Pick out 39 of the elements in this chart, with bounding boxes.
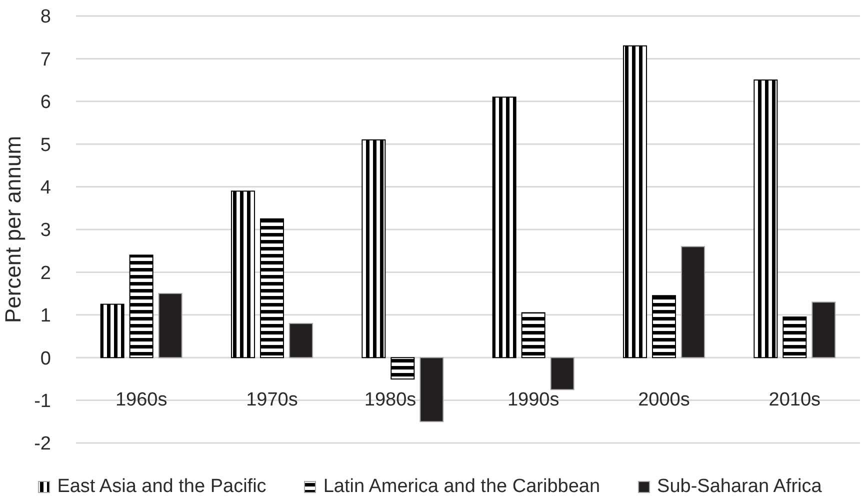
- bar: [782, 316, 807, 358]
- bar: [680, 246, 705, 358]
- y-tick-label: 2: [40, 262, 51, 284]
- y-tick-label: -1: [34, 391, 51, 412]
- bar: [230, 190, 255, 358]
- x-tick-label: 1970s: [246, 390, 298, 411]
- bar: [812, 302, 836, 358]
- y-tick-label: 7: [40, 49, 51, 70]
- y-tick-label: 0: [40, 348, 51, 370]
- y-tick-label: 4: [40, 178, 52, 199]
- y-tick-label: 1: [40, 306, 51, 327]
- bar: [550, 357, 574, 390]
- bar: [362, 139, 386, 358]
- x-tick-label: 2000s: [638, 390, 690, 411]
- bar: [652, 295, 676, 358]
- y-tick-label: 5: [40, 134, 51, 156]
- bar: [260, 218, 284, 358]
- bar: [521, 312, 546, 358]
- bar: [622, 45, 647, 358]
- bar: [754, 80, 778, 358]
- y-tick-label: 8: [40, 6, 51, 28]
- y-tick-label: 6: [40, 92, 51, 114]
- x-tick-label: 1990s: [507, 390, 560, 411]
- bar: [129, 254, 154, 358]
- y-axis-title: Percent per annum: [0, 136, 26, 324]
- bar: [100, 304, 124, 358]
- bar: [492, 96, 516, 358]
- bar: [288, 322, 313, 358]
- bar: [420, 357, 444, 422]
- y-tick-label: -2: [34, 434, 51, 455]
- legend-label: East Asia and the Pacific: [57, 476, 266, 498]
- legend-label: Sub-Saharan Africa: [657, 476, 822, 498]
- x-tick-label: 1960s: [115, 390, 168, 411]
- y-tick-label: 3: [40, 220, 51, 242]
- legend-label: Latin America and the Caribbean: [323, 476, 600, 498]
- x-tick-label: 2010s: [768, 390, 821, 411]
- bar: [390, 357, 415, 380]
- x-tick-label: 1980s: [364, 390, 416, 411]
- bar: [158, 293, 182, 358]
